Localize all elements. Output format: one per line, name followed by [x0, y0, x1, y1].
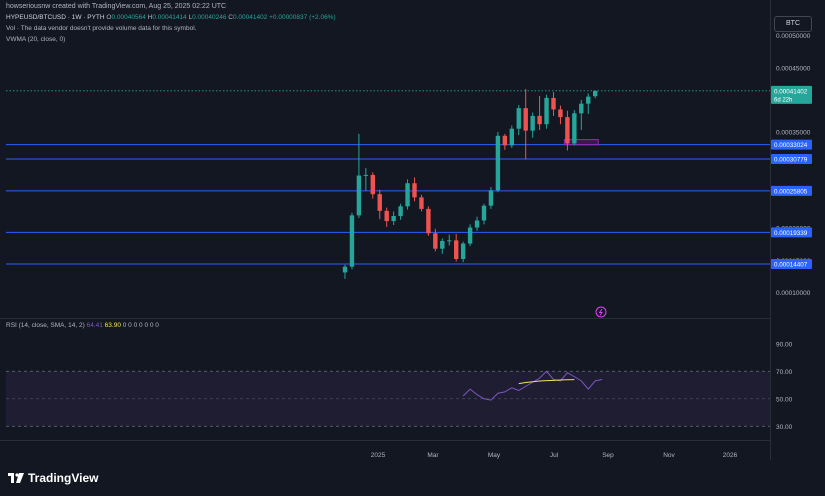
low-label: L [188, 14, 193, 21]
candle-up [460, 243, 466, 259]
candle-up [440, 241, 445, 249]
candle-up [342, 266, 348, 273]
low-value: 0.00040246 [192, 14, 227, 21]
open-value: 0.00040564 [111, 14, 146, 21]
candle-up [488, 190, 494, 206]
candle-down [454, 240, 459, 259]
time-axis-label: Mar [427, 452, 439, 459]
rsi-tick-label: 90.00 [776, 341, 793, 348]
brand-name: TradingView [28, 471, 99, 485]
candle-down [426, 208, 431, 234]
level-price-tag [771, 154, 812, 165]
candle-up [572, 113, 577, 144]
time-axis-label: May [488, 452, 501, 459]
vwma-legend[interactable]: VWMA (20, close, 0) [6, 36, 66, 43]
candle-down [565, 117, 570, 144]
close-value: 0.00041402 [232, 14, 268, 21]
level-price-label: 0.00025805 [774, 188, 808, 195]
candle-down [502, 135, 508, 146]
high-label: H [147, 14, 153, 21]
candle-up [467, 227, 473, 244]
level-price-label: 0.00019339 [774, 230, 808, 237]
rsi-tick-label: 30.00 [776, 424, 793, 431]
time-axis-label: 2025 [371, 452, 386, 459]
candle-down [558, 109, 563, 118]
rsi-sma-value: 63.90 [104, 322, 121, 329]
event-marker-icon [595, 306, 607, 318]
time-axis-label: Sep [602, 452, 614, 459]
volume-note: Vol · The data vendor doesn't provide vo… [6, 25, 197, 32]
candle-down [433, 233, 438, 249]
current-price-tag [771, 85, 812, 104]
price-tick-label: 0.00035000 [776, 129, 811, 136]
candle-up [509, 128, 514, 146]
rsi-sma-line [518, 379, 575, 385]
lightning-icon [598, 308, 603, 316]
candle-up [593, 90, 598, 97]
rsi-legend[interactable]: RSI (14, close, SMA, 14, 2) 64.41 63.90 … [6, 322, 159, 329]
candle-up [391, 215, 396, 222]
rsi-value: 64.41 [86, 322, 103, 329]
candle-down [370, 174, 375, 195]
candle-up [356, 175, 362, 216]
candle-down [523, 108, 528, 131]
rsi-line [462, 370, 603, 401]
price-tick-label: 0.00010000 [776, 290, 811, 297]
symbol-name: HYPEUSD/BTCUSD · 1W · PYTH [6, 14, 105, 21]
candle-up [544, 97, 549, 125]
level-price-label: 0.00030779 [774, 157, 808, 164]
rsi-tick-label: 50.00 [776, 396, 793, 403]
price-tick-label: 0.00050000 [776, 33, 811, 40]
rsi-tick-label: 70.00 [776, 369, 793, 376]
symbol-legend: HYPEUSD/BTCUSD · 1W · PYTH O0.00040564 H… [6, 14, 336, 21]
rsi-extra-values: 0 0 0 0 0 0 0 [122, 322, 159, 329]
candle-down [551, 97, 556, 110]
candle-up [516, 108, 521, 129]
time-axis-label: Nov [663, 452, 675, 459]
high-value: 0.00041414 [152, 14, 187, 21]
time-axis-label: Jul [550, 452, 559, 459]
level-price-tag [771, 185, 812, 196]
candle-up [586, 96, 591, 104]
level-price-label: 0.00014407 [774, 262, 808, 269]
candle-up [481, 205, 487, 221]
current-countdown-label: 6d 22h [774, 97, 792, 103]
level-price-label: 0.00033024 [774, 142, 808, 149]
close-label: C [228, 14, 233, 21]
level-price-tag [771, 259, 812, 270]
candle-up [398, 206, 403, 216]
change-value: +0.00000837 (+2.06%) [269, 14, 336, 21]
support-zone [563, 139, 599, 146]
candle-down [419, 197, 424, 209]
current-price-label: 0.00041402 [774, 88, 808, 95]
candle-up [530, 115, 535, 131]
time-axis-label: 2026 [723, 452, 738, 459]
candle-up [474, 220, 480, 228]
candle-up [579, 103, 584, 114]
currency-button[interactable]: BTC [774, 16, 812, 32]
tradingview-brand[interactable]: TradingView [8, 471, 98, 485]
candle-up [447, 240, 452, 242]
candle-up [349, 215, 355, 267]
candle-down [377, 194, 382, 211]
tradingview-logo-icon [8, 473, 24, 483]
candle-down [537, 115, 542, 125]
publish-line: howseriousnw created with TradingView.co… [6, 3, 227, 10]
candle-down [384, 210, 389, 222]
candle-up [405, 183, 410, 207]
open-label: O [106, 14, 112, 21]
level-price-tag [771, 139, 812, 150]
candle-down [412, 183, 417, 198]
candle-up [495, 135, 501, 191]
level-price-tag [771, 227, 812, 238]
price-tick-label: 0.00045000 [776, 65, 811, 72]
rsi-label: RSI (14, close, SMA, 14, 2) [6, 322, 85, 329]
candle-up [363, 174, 369, 176]
